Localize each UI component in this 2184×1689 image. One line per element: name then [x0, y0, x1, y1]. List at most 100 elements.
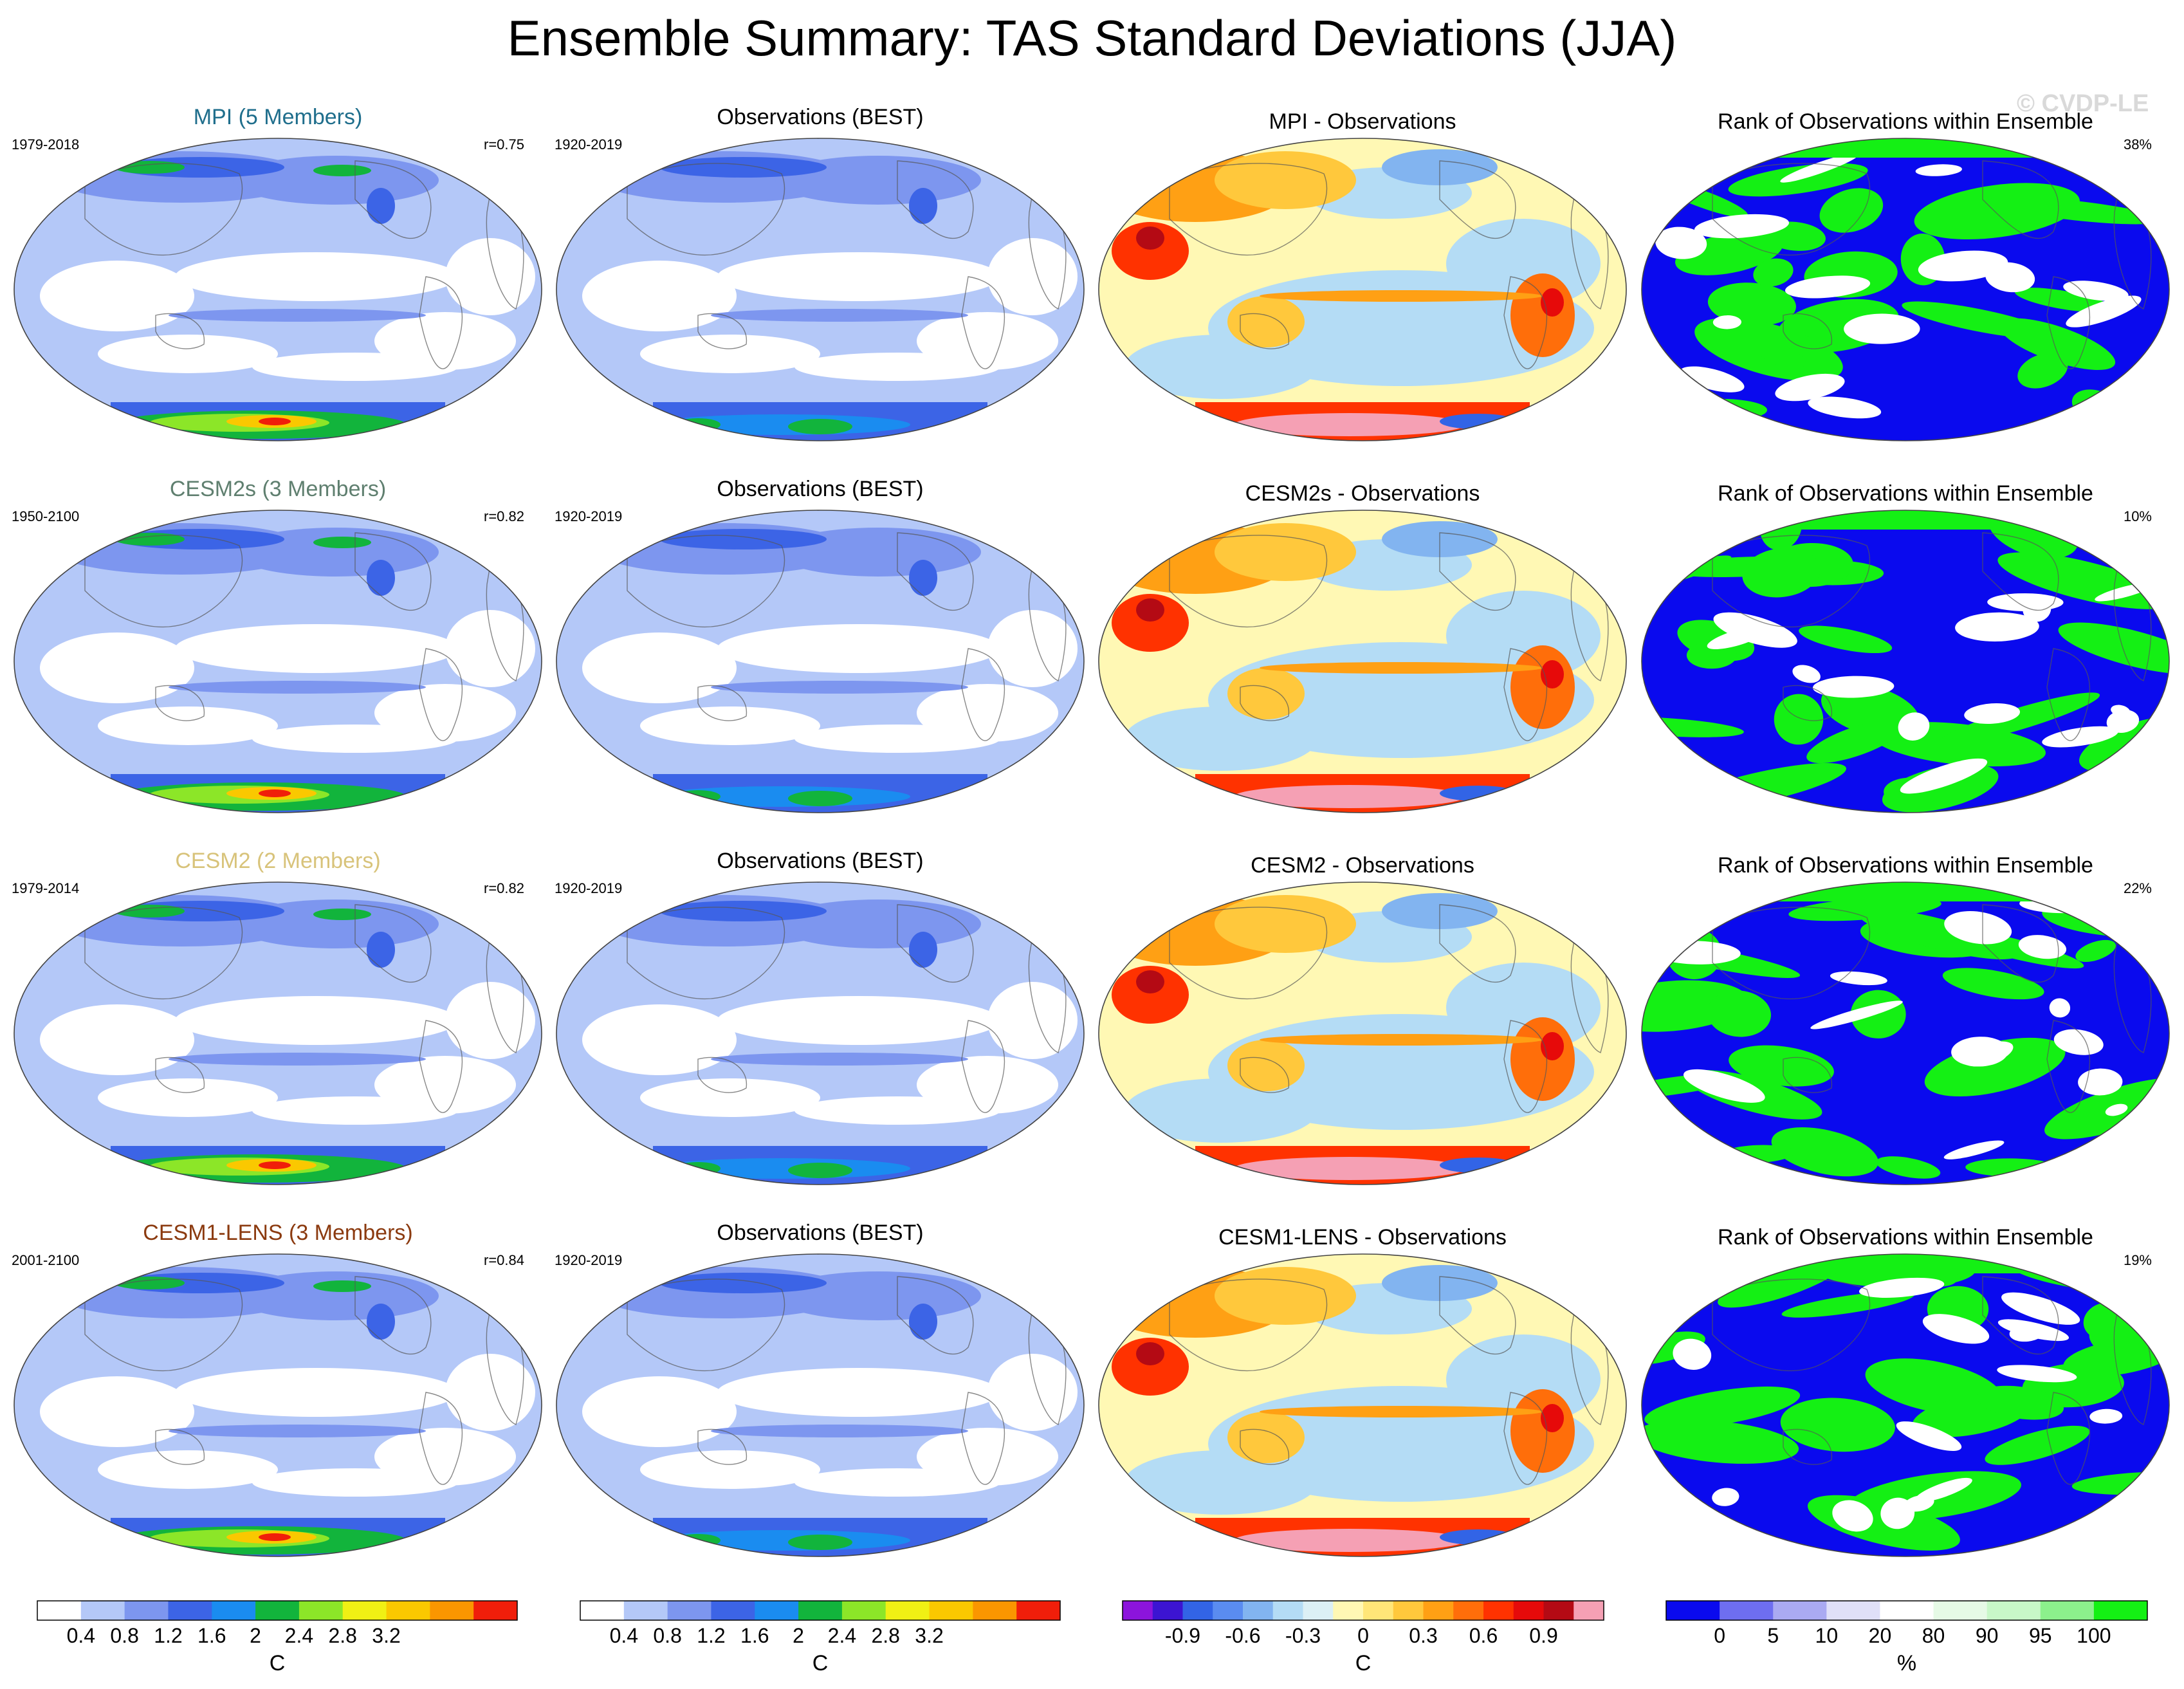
colorbar-diff-tick-label: -0.3	[1285, 1624, 1321, 1647]
panel-years-model-2: 1950-2100	[12, 508, 80, 524]
colorbar-rank-swatch-5	[1880, 1601, 1934, 1620]
colorbar-sd-model-swatch-7	[298, 1601, 344, 1620]
map-outline-rank-1	[1641, 138, 2170, 441]
colorbar-rank-tick-label: 20	[1868, 1624, 1892, 1647]
coastline-1-4-4	[2046, 276, 2091, 369]
colorbar-sd-obs-tick-label: 0.8	[653, 1624, 682, 1647]
panel-years-obs-1: 1920-2019	[555, 136, 623, 152]
map-obs-3	[556, 882, 1084, 1185]
panel-title-obs-4: Observations (BEST)	[717, 1221, 924, 1245]
coastline-2-2-3	[897, 532, 974, 611]
colorbar-sd-model-tick-label: 1.6	[197, 1624, 226, 1647]
coastline-4-4-1	[1712, 1278, 1871, 1372]
colorbar-sd-obs-tick-label: 2.8	[871, 1624, 900, 1647]
coastline-3-4-4	[2046, 1020, 2091, 1113]
colorbar-diff-swatch-4	[1213, 1601, 1243, 1620]
map-rank-3	[1642, 882, 2169, 1185]
map-outline-diff-4	[1098, 1253, 1627, 1557]
coastline-4-2-1	[627, 1278, 785, 1372]
coastline-2-1-1	[84, 535, 243, 628]
colorbar-sd-obs-frame	[580, 1600, 1061, 1621]
coastline-3-3-2	[1240, 1057, 1290, 1093]
map-outline-diff-3	[1098, 881, 1627, 1185]
panel-title-obs-1: Observations (BEST)	[717, 105, 924, 129]
panel-years-obs-4: 1920-2019	[555, 1252, 623, 1268]
coastline-1-3-2	[1240, 313, 1290, 349]
panel-title-model-2: CESM2s (3 Members)	[169, 477, 387, 501]
panel-title-diff-3: CESM2 - Observations	[1251, 853, 1474, 878]
colorbar-rank-tick-label: 5	[1767, 1624, 1779, 1647]
colorbar-sd-obs-swatch-7	[841, 1601, 886, 1620]
colorbar-sd-model-swatch-11	[473, 1601, 518, 1620]
colorbar-rank-swatch-2	[1720, 1601, 1774, 1620]
colorbar-rank-swatch-4	[1826, 1601, 1880, 1620]
colorbar-diff-swatch-5	[1243, 1601, 1274, 1620]
map-outline-model-2	[14, 510, 542, 813]
colorbar-rank-swatch-9	[2093, 1601, 2148, 1620]
map-rank-4	[1642, 1254, 2169, 1556]
panel-title-rank-4: Rank of Observations within Ensemble	[1718, 1225, 2093, 1250]
coastline-1-2-1	[627, 163, 785, 256]
coastline-1-3-4	[1503, 276, 1548, 369]
coastline-1-2-2	[697, 313, 748, 349]
map-obs-2	[556, 510, 1084, 813]
coastline-3-2-1	[627, 907, 785, 1000]
map-rank-1	[1642, 138, 2169, 441]
panel-years-model-3: 1979-2014	[12, 880, 80, 896]
map-outline-obs-4	[556, 1253, 1085, 1557]
panel-corr-model-2: r=0.82	[484, 508, 524, 524]
coastline-3-2-3	[897, 904, 974, 983]
coastline-1-2-3	[897, 160, 974, 239]
coastline-4-3-4	[1503, 1392, 1548, 1485]
map-diff-4	[1099, 1254, 1626, 1556]
coastline-4-4-4	[2046, 1392, 2091, 1485]
colorbar-sd-obs-swatch-3	[667, 1601, 711, 1620]
coastline-4-1-2	[155, 1428, 205, 1465]
colorbar-diff-swatch-3	[1182, 1601, 1213, 1620]
coastline-3-4-1	[1712, 907, 1871, 1000]
map-outline-model-1	[14, 138, 542, 441]
colorbar-diff-unit-label: C	[1355, 1651, 1372, 1675]
coastline-4-1-3	[354, 1276, 432, 1355]
coastline-1-3-1	[1169, 163, 1328, 256]
colorbar-rank-swatch-6	[1933, 1601, 1988, 1620]
colorbar-rank-tick-label: 80	[1922, 1624, 1945, 1647]
coastline-2-2-4	[961, 648, 1005, 741]
panel-title-diff-1: MPI - Observations	[1269, 109, 1456, 134]
colorbar-sd-obs-unit-label: C	[812, 1651, 829, 1675]
coastline-4-3-1	[1169, 1278, 1328, 1372]
colorbar-diff-swatch-16	[1574, 1601, 1604, 1620]
coastline-4-3-3	[1439, 1276, 1516, 1355]
map-model-2	[14, 510, 542, 813]
panel-title-rank-3: Rank of Observations within Ensemble	[1718, 853, 2093, 878]
panel-years-obs-2: 1920-2019	[555, 508, 623, 524]
colorbar-rank-tick-label: 0	[1714, 1624, 1726, 1647]
map-diff-2	[1099, 510, 1626, 813]
colorbar-sd-model-swatch-1	[37, 1601, 82, 1620]
coastline-1-1-1	[84, 163, 243, 256]
panel-years-model-4: 2001-2100	[12, 1252, 80, 1268]
map-outline-rank-2	[1641, 510, 2170, 813]
colorbar-diff-swatch-6	[1272, 1601, 1303, 1620]
colorbar-sd-model-tick-label: 2.8	[328, 1624, 357, 1647]
colorbar-sd-obs-swatch-2	[623, 1601, 668, 1620]
coastline-2-4-1	[1712, 535, 1871, 628]
colorbar-sd-obs-swatch-1	[580, 1601, 625, 1620]
colorbar-sd-model-swatch-3	[124, 1601, 169, 1620]
colorbar-diff-swatch-12	[1453, 1601, 1484, 1620]
map-outline-diff-2	[1098, 510, 1627, 813]
colorbar-sd-obs-tick-label: 0.4	[609, 1624, 639, 1647]
coastline-4-2-4	[961, 1392, 1005, 1485]
colorbar-sd-model-tick-label: 2	[250, 1624, 261, 1647]
map-outline-rank-3	[1641, 881, 2170, 1185]
panel-corr-model-3: r=0.82	[484, 880, 524, 896]
panel-title-model-1: MPI (5 Members)	[193, 105, 363, 129]
colorbar-diff-swatch-9	[1363, 1601, 1394, 1620]
coastline-3-3-1	[1169, 907, 1328, 1000]
colorbar-rank-tick-label: 90	[1975, 1624, 1999, 1647]
panel-title-obs-3: Observations (BEST)	[717, 849, 924, 873]
colorbar-diff-swatch-7	[1303, 1601, 1334, 1620]
coastline-2-1-4	[419, 648, 463, 741]
colorbar-diff-swatch-10	[1393, 1601, 1424, 1620]
coastline-3-1-4	[419, 1020, 463, 1113]
